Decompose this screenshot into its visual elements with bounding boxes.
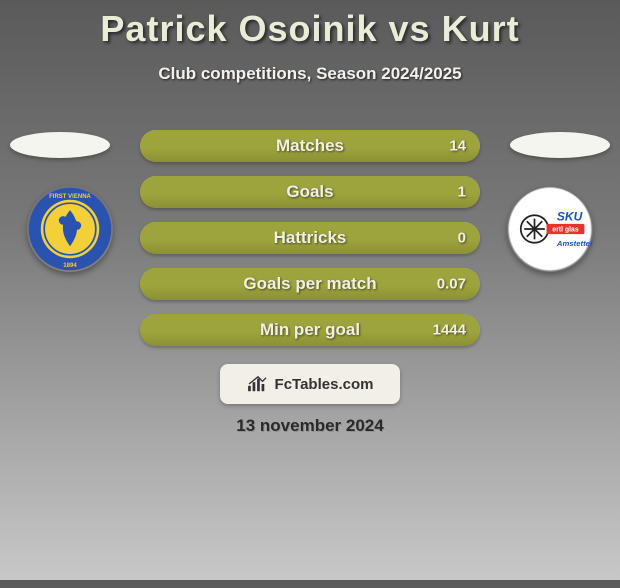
player-slot-left [10, 132, 110, 158]
stat-value-right: 1444 [433, 322, 466, 339]
date-line: 13 november 2024 [0, 416, 620, 436]
player-slot-right [510, 132, 610, 158]
svg-text:FIRST VIENNA: FIRST VIENNA [49, 194, 91, 200]
sku-amstetten-icon: SKU ertl glas Amstetten [507, 186, 593, 272]
stat-value-right: 14 [449, 138, 466, 155]
stat-row-min-per-goal: Min per goal 1444 [140, 314, 480, 346]
stat-label: Goals per match [243, 274, 376, 294]
svg-text:1894: 1894 [63, 263, 77, 269]
bars-icon [247, 375, 269, 393]
stat-row-goals: Goals 1 [140, 176, 480, 208]
stat-label: Min per goal [260, 320, 360, 340]
stat-label: Matches [276, 136, 344, 156]
stat-row-goals-per-match: Goals per match 0.07 [140, 268, 480, 300]
stat-value-right: 1 [458, 184, 466, 201]
club-badge-left: FIRST VIENNA 1894 [27, 186, 113, 272]
page-title: Patrick Osoinik vs Kurt [0, 8, 620, 50]
stat-label: Goals [286, 182, 333, 202]
stat-value-right: 0.07 [437, 276, 466, 293]
subtitle: Club competitions, Season 2024/2025 [0, 64, 620, 84]
svg-text:SKU: SKU [557, 209, 583, 223]
stat-label: Hattricks [274, 228, 347, 248]
svg-text:ertl glas: ertl glas [552, 227, 579, 234]
svg-text:Amstetten: Amstetten [556, 239, 593, 248]
club-badge-right: SKU ertl glas Amstetten [507, 186, 593, 272]
stat-row-hattricks: Hattricks 0 [140, 222, 480, 254]
brand-text: FcTables.com [275, 376, 374, 393]
stat-value-right: 0 [458, 230, 466, 247]
stats-container: Matches 14 Goals 1 Hattricks 0 Goals per… [140, 130, 480, 360]
brand-box: FcTables.com [220, 364, 400, 404]
vienna-fc-icon: FIRST VIENNA 1894 [27, 186, 113, 272]
stat-row-matches: Matches 14 [140, 130, 480, 162]
